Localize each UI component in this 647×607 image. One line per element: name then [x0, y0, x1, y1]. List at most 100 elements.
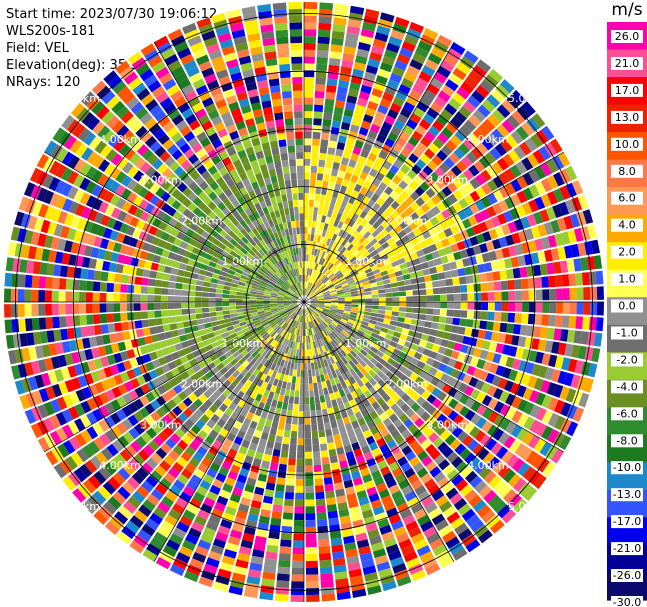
velocity-gate — [280, 539, 292, 548]
velocity-gate — [372, 220, 381, 230]
velocity-gate — [265, 312, 273, 317]
velocity-gate — [291, 320, 296, 327]
velocity-gate — [336, 310, 344, 315]
velocity-gate — [157, 501, 171, 514]
velocity-gate — [115, 409, 127, 421]
velocity-gate — [404, 354, 414, 363]
velocity-gate — [216, 418, 226, 428]
velocity-gate — [348, 130, 358, 140]
velocity-gate — [325, 379, 332, 388]
velocity-gate — [491, 128, 505, 142]
velocity-gate — [470, 519, 485, 533]
velocity-gate — [370, 357, 379, 366]
velocity-gate — [459, 249, 469, 259]
velocity-gate — [307, 335, 311, 343]
velocity-gate — [311, 284, 316, 291]
velocity-gate — [310, 276, 314, 283]
velocity-gate — [77, 350, 87, 362]
velocity-gate — [492, 271, 501, 281]
velocity-gate — [260, 395, 268, 404]
velocity-gate — [168, 345, 177, 354]
velocity-gate — [431, 387, 442, 398]
velocity-gate — [313, 270, 318, 277]
velocity-gate — [256, 445, 266, 454]
velocity-gate — [139, 419, 151, 431]
velocity-gate — [170, 433, 181, 444]
velocity-gate — [319, 284, 326, 290]
velocity-gate — [249, 307, 257, 311]
velocity-gate — [156, 418, 168, 430]
velocity-gate — [371, 401, 381, 411]
velocity-gate — [86, 397, 98, 411]
velocity-gate — [175, 552, 191, 564]
velocity-gate — [408, 330, 416, 337]
velocity-gate — [129, 515, 144, 529]
velocity-gate — [142, 353, 152, 364]
velocity-gate — [284, 316, 291, 323]
velocity-gate — [471, 146, 484, 160]
velocity-gate — [318, 250, 324, 258]
velocity-gate — [267, 538, 280, 547]
velocity-gate — [531, 226, 541, 239]
velocity-gate — [348, 360, 356, 368]
velocity-gate — [406, 231, 416, 240]
velocity-gate — [200, 334, 209, 342]
velocity-gate — [351, 304, 359, 308]
velocity-gate — [341, 316, 349, 322]
velocity-gate — [273, 356, 279, 365]
velocity-gate — [432, 120, 445, 132]
velocity-gate — [460, 81, 475, 95]
velocity-gate — [231, 320, 240, 326]
velocity-gate — [319, 222, 325, 230]
velocity-gate — [228, 401, 238, 411]
velocity-gate — [435, 495, 449, 507]
velocity-gate — [182, 509, 196, 521]
velocity-gate — [202, 424, 212, 435]
velocity-gate — [312, 341, 317, 349]
velocity-gate — [381, 241, 390, 250]
velocity-gate — [460, 56, 475, 70]
velocity-gate — [353, 61, 366, 71]
velocity-gate — [526, 117, 540, 132]
velocity-gate — [313, 319, 318, 327]
velocity-gate — [385, 302, 393, 306]
velocity-gate — [565, 388, 577, 403]
velocity-gate — [546, 191, 558, 205]
velocity-gate — [290, 588, 304, 596]
velocity-gate — [430, 77, 444, 90]
velocity-gate — [217, 525, 231, 536]
velocity-gate — [314, 333, 319, 341]
velocity-gate — [44, 290, 52, 302]
velocity-gate — [557, 246, 567, 260]
velocity-gate — [510, 193, 522, 207]
velocity-gate — [483, 490, 497, 504]
velocity-gate — [345, 345, 353, 353]
velocity-gate — [538, 365, 548, 379]
velocity-gate — [367, 58, 381, 68]
velocity-gate — [304, 63, 315, 71]
velocity-gate — [427, 335, 436, 344]
velocity-gate — [372, 298, 379, 302]
velocity-gate — [132, 490, 146, 504]
velocity-gate — [371, 332, 379, 339]
velocity-gate — [87, 360, 97, 372]
velocity-gate — [300, 383, 304, 391]
velocity-gate — [460, 293, 468, 301]
velocity-gate — [574, 227, 584, 242]
velocity-gate — [285, 307, 292, 311]
velocity-gate — [385, 306, 393, 311]
velocity-gate — [203, 389, 213, 399]
velocity-gate — [38, 317, 47, 330]
velocity-gate — [359, 186, 368, 196]
velocity-gate — [364, 268, 373, 274]
velocity-gate — [74, 433, 87, 447]
velocity-gate — [310, 303, 318, 306]
velocity-gate — [437, 323, 446, 331]
velocity-gate — [315, 485, 324, 493]
velocity-gate — [487, 456, 501, 470]
velocity-gate — [330, 306, 338, 309]
velocity-gate — [289, 389, 295, 397]
velocity-gate — [177, 269, 186, 277]
velocity-gate — [47, 370, 58, 385]
velocity-gate — [397, 338, 406, 346]
